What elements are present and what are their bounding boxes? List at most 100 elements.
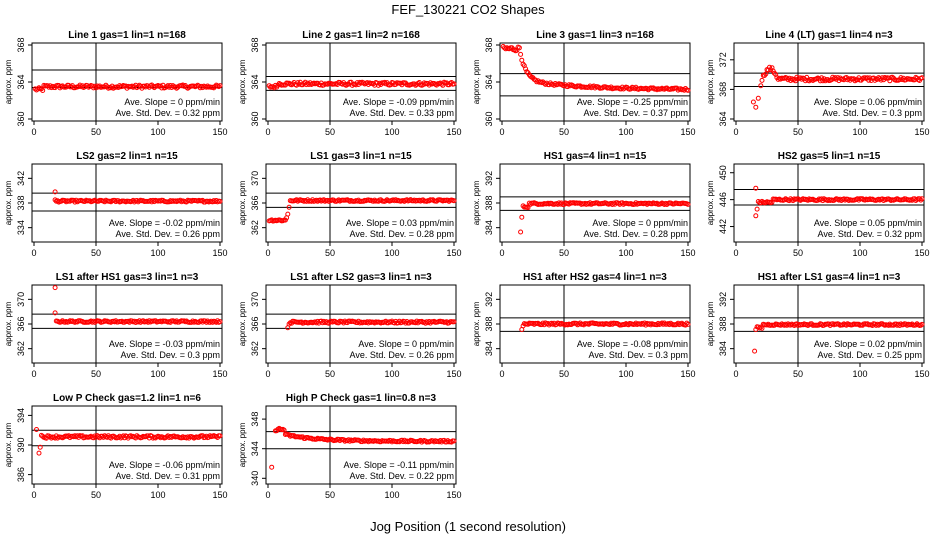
data-point: [217, 198, 223, 204]
data-point: [864, 75, 870, 81]
data-point: [866, 77, 872, 83]
x-tick-label: 100: [150, 248, 165, 258]
x-tick-label: 50: [325, 248, 335, 258]
x-tick-label: 50: [91, 369, 101, 379]
data-point: [771, 70, 777, 76]
x-tick-label: 50: [559, 127, 569, 137]
x-tick-label: 0: [499, 248, 504, 258]
slope-annotation: Ave. Slope = 0.02 ppm/min: [814, 339, 922, 349]
std-annotation: Ave. Std. Dev. = 0.3 ppm: [121, 350, 220, 360]
data-point: [416, 80, 422, 85]
data-point: [789, 76, 795, 82]
x-tick-label: 50: [793, 369, 803, 379]
x-tick-label: 150: [914, 248, 929, 258]
x-tick-label: 50: [325, 127, 335, 137]
y-axis-label: approx. ppm: [4, 180, 13, 225]
x-tick-label: 150: [446, 490, 461, 500]
y-tick-label: 340: [250, 471, 260, 486]
x-tick-label: 0: [265, 490, 270, 500]
x-tick-label: 150: [446, 248, 461, 258]
data-point: [451, 438, 457, 444]
y-tick-label: 386: [16, 467, 26, 482]
data-point: [217, 433, 223, 439]
y-tick-label: 446: [718, 192, 728, 207]
data-point: [286, 204, 292, 210]
data-point: [511, 47, 517, 53]
y-axis-label: approx. ppm: [238, 422, 247, 467]
std-annotation: Ave. Std. Dev. = 0.26 ppm: [350, 350, 454, 360]
y-tick-label: 362: [250, 220, 260, 235]
y-axis-label: approx. ppm: [706, 301, 715, 346]
x-tick-label: 100: [150, 127, 165, 137]
x-tick-label: 100: [384, 369, 399, 379]
y-tick-label: 450: [718, 165, 728, 180]
data-point: [52, 189, 58, 195]
y-tick-label: 384: [484, 341, 494, 356]
slope-annotation: Ave. Slope = -0.11 ppm/min: [344, 460, 454, 470]
data-point: [763, 71, 769, 77]
y-tick-label: 360: [16, 111, 26, 126]
x-tick-label: 0: [733, 369, 738, 379]
y-axis-label: approx. ppm: [472, 301, 481, 346]
y-tick-label: 366: [16, 316, 26, 331]
std-annotation: Ave. Std. Dev. = 0.32 ppm: [116, 108, 220, 118]
x-tick-label: 50: [91, 127, 101, 137]
y-tick-label: 344: [250, 441, 260, 456]
y-tick-label: 392: [718, 292, 728, 307]
y-tick-label: 364: [484, 74, 494, 89]
data-point: [52, 285, 58, 291]
y-tick-label: 372: [718, 52, 728, 67]
x-tick-label: 100: [384, 127, 399, 137]
data-point: [285, 211, 291, 217]
panel-title: Line 2 gas=1 lin=2 n=168: [302, 30, 420, 41]
data-point: [753, 185, 759, 191]
x-tick-label: 0: [733, 248, 738, 258]
x-tick-label: 0: [31, 127, 36, 137]
x-tick-label: 50: [91, 490, 101, 500]
data-point: [754, 206, 760, 212]
panel-frame: [265, 405, 457, 485]
y-axis-label: approx. ppm: [238, 180, 247, 225]
panel-title: LS1 after LS2 gas=3 lin=1 n=3: [290, 272, 432, 283]
slope-annotation: Ave. Slope = 0.06 ppm/min: [814, 97, 922, 107]
figure-title: FEF_130221 CO2 Shapes: [391, 2, 545, 17]
y-tick-label: 370: [16, 292, 26, 307]
x-tick-label: 100: [618, 369, 633, 379]
y-tick-label: 366: [250, 195, 260, 210]
data-point: [819, 75, 825, 81]
data-point: [542, 320, 548, 326]
y-tick-label: 392: [484, 171, 494, 186]
x-tick-label: 150: [212, 127, 227, 137]
x-tick-label: 100: [618, 248, 633, 258]
data-point: [449, 439, 454, 445]
y-tick-label: 334: [16, 220, 26, 235]
x-tick-label: 0: [499, 127, 504, 137]
y-axis-label: approx. ppm: [472, 59, 481, 104]
y-tick-label: 390: [16, 437, 26, 452]
y-tick-label: 368: [16, 37, 26, 52]
data-point: [451, 81, 457, 87]
data-point: [750, 99, 756, 105]
data-point: [918, 197, 924, 203]
std-annotation: Ave. Std. Dev. = 0.28 ppm: [350, 229, 454, 239]
data-point: [518, 51, 524, 57]
std-annotation: Ave. Std. Dev. = 0.3 ppm: [823, 108, 922, 118]
panel-title: Line 4 (LT) gas=1 lin=4 n=3: [765, 30, 893, 41]
slope-annotation: Ave. Slope = -0.02 ppm/min: [109, 218, 220, 228]
panel-title: HS1 gas=4 lin=1 n=15: [544, 151, 647, 162]
data-point: [286, 321, 292, 327]
x-tick-label: 50: [91, 248, 101, 258]
panel-title: Low P Check gas=1.2 lin=1 n=6: [53, 393, 201, 404]
x-tick-label: 150: [212, 369, 227, 379]
data-point: [752, 348, 758, 354]
panel-frame: [733, 42, 925, 122]
y-tick-label: 362: [250, 341, 260, 356]
x-tick-label: 100: [384, 490, 399, 500]
std-annotation: Ave. Std. Dev. = 0.31 ppm: [116, 471, 220, 481]
y-axis-label: approx. ppm: [706, 180, 715, 225]
